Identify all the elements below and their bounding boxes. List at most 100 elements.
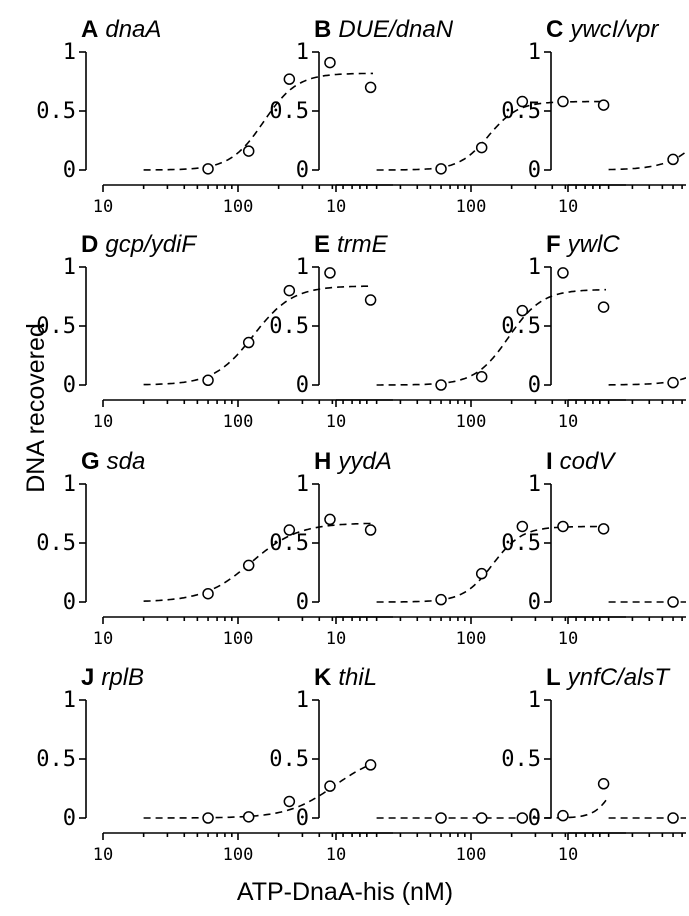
panel-letter: I xyxy=(546,448,553,475)
y-tick-label: 0 xyxy=(528,158,541,183)
y-tick-label: 0 xyxy=(528,590,541,615)
x-tick-label: 100 xyxy=(688,845,689,865)
y-tick-label: 1 xyxy=(528,688,541,713)
data-point xyxy=(324,780,336,792)
panel-gene-name: sda xyxy=(107,448,146,475)
y-tick-label: 0 xyxy=(296,590,309,615)
data-point xyxy=(202,587,214,600)
x-tick-label: 10 xyxy=(558,845,578,865)
data-point xyxy=(597,523,610,535)
panel-letter: L xyxy=(546,664,561,691)
plot-area xyxy=(143,759,377,824)
y-tick-label: 0.5 xyxy=(36,314,76,339)
panel-letter: F xyxy=(546,231,561,258)
x-tick-label: 10 xyxy=(558,412,578,432)
y-tick-label: 1 xyxy=(296,472,309,497)
data-point xyxy=(557,520,569,533)
panel-letter: H xyxy=(314,448,331,475)
plot-area xyxy=(376,267,610,391)
data-point xyxy=(667,812,679,824)
fit-curve xyxy=(608,150,686,171)
data-point xyxy=(435,593,447,606)
panel-gene-name: yydA xyxy=(336,448,391,475)
y-tick-label: 1 xyxy=(63,688,76,713)
data-point xyxy=(283,524,296,536)
x-tick-label: 10 xyxy=(326,845,346,865)
x-tick-label: 100 xyxy=(456,197,487,217)
y-tick-label: 0.5 xyxy=(36,99,76,124)
y-tick-label: 0 xyxy=(63,806,76,831)
y-tick-label: 0.5 xyxy=(269,99,309,124)
x-axis-title: ATP-DnaA-his (nM) xyxy=(237,878,453,906)
x-tick-label: 100 xyxy=(688,197,689,217)
x-tick-label: 100 xyxy=(223,845,254,865)
panel-letter: B xyxy=(314,16,331,43)
y-tick-label: 0 xyxy=(63,373,76,398)
plot-area xyxy=(608,596,686,608)
data-point xyxy=(557,267,569,279)
data-point xyxy=(597,301,610,313)
panel-gene-name: rplB xyxy=(101,664,144,691)
data-point xyxy=(597,778,610,790)
y-tick-label: 0.5 xyxy=(501,747,541,772)
y-tick-label: 1 xyxy=(63,255,76,280)
data-point xyxy=(242,559,255,572)
panel-letter: C xyxy=(546,16,563,43)
y-tick-label: 0.5 xyxy=(269,531,309,556)
y-tick-label: 0 xyxy=(63,590,76,615)
y-tick-label: 1 xyxy=(528,472,541,497)
y-tick-label: 0.5 xyxy=(501,99,541,124)
plot-area xyxy=(143,56,377,175)
data-point xyxy=(324,267,336,279)
panel-title: B DUE/dnaN xyxy=(314,16,454,43)
data-point xyxy=(516,304,529,317)
fit-curve xyxy=(143,285,373,386)
data-point xyxy=(667,376,679,389)
data-point xyxy=(324,56,336,69)
data-point xyxy=(202,163,214,175)
data-point xyxy=(283,284,296,297)
data-point xyxy=(667,153,679,166)
y-tick-label: 0 xyxy=(296,158,309,183)
panel-gene-name: ynfC/alsT xyxy=(566,664,672,691)
data-point xyxy=(475,141,488,154)
panel-letter: D xyxy=(81,231,98,258)
x-tick-label: 100 xyxy=(456,629,487,649)
x-tick-label: 10 xyxy=(326,629,346,649)
y-tick-label: 0.5 xyxy=(36,747,76,772)
panel-gene-name: thiL xyxy=(338,664,377,691)
x-tick-label: 100 xyxy=(223,197,254,217)
plot-area xyxy=(608,376,686,389)
y-tick-label: 0.5 xyxy=(36,531,76,556)
data-point xyxy=(475,567,488,580)
data-point xyxy=(283,73,296,85)
plot-area xyxy=(376,520,610,606)
data-point xyxy=(364,524,377,536)
fit-curve xyxy=(608,377,686,386)
y-axis-title: DNA recovered xyxy=(22,323,50,493)
panel-gene-name: DUE/dnaN xyxy=(338,16,453,43)
x-tick-label: 100 xyxy=(456,412,487,432)
fit-curve xyxy=(376,799,607,819)
data-point xyxy=(557,95,569,108)
fit-curve xyxy=(608,817,686,819)
data-point xyxy=(667,596,679,608)
data-point xyxy=(242,811,255,823)
y-tick-label: 1 xyxy=(296,688,309,713)
plot-area xyxy=(143,267,377,387)
fit-curve xyxy=(143,72,373,171)
data-point xyxy=(242,336,255,349)
data-point xyxy=(557,809,569,822)
y-tick-label: 0 xyxy=(296,806,309,831)
